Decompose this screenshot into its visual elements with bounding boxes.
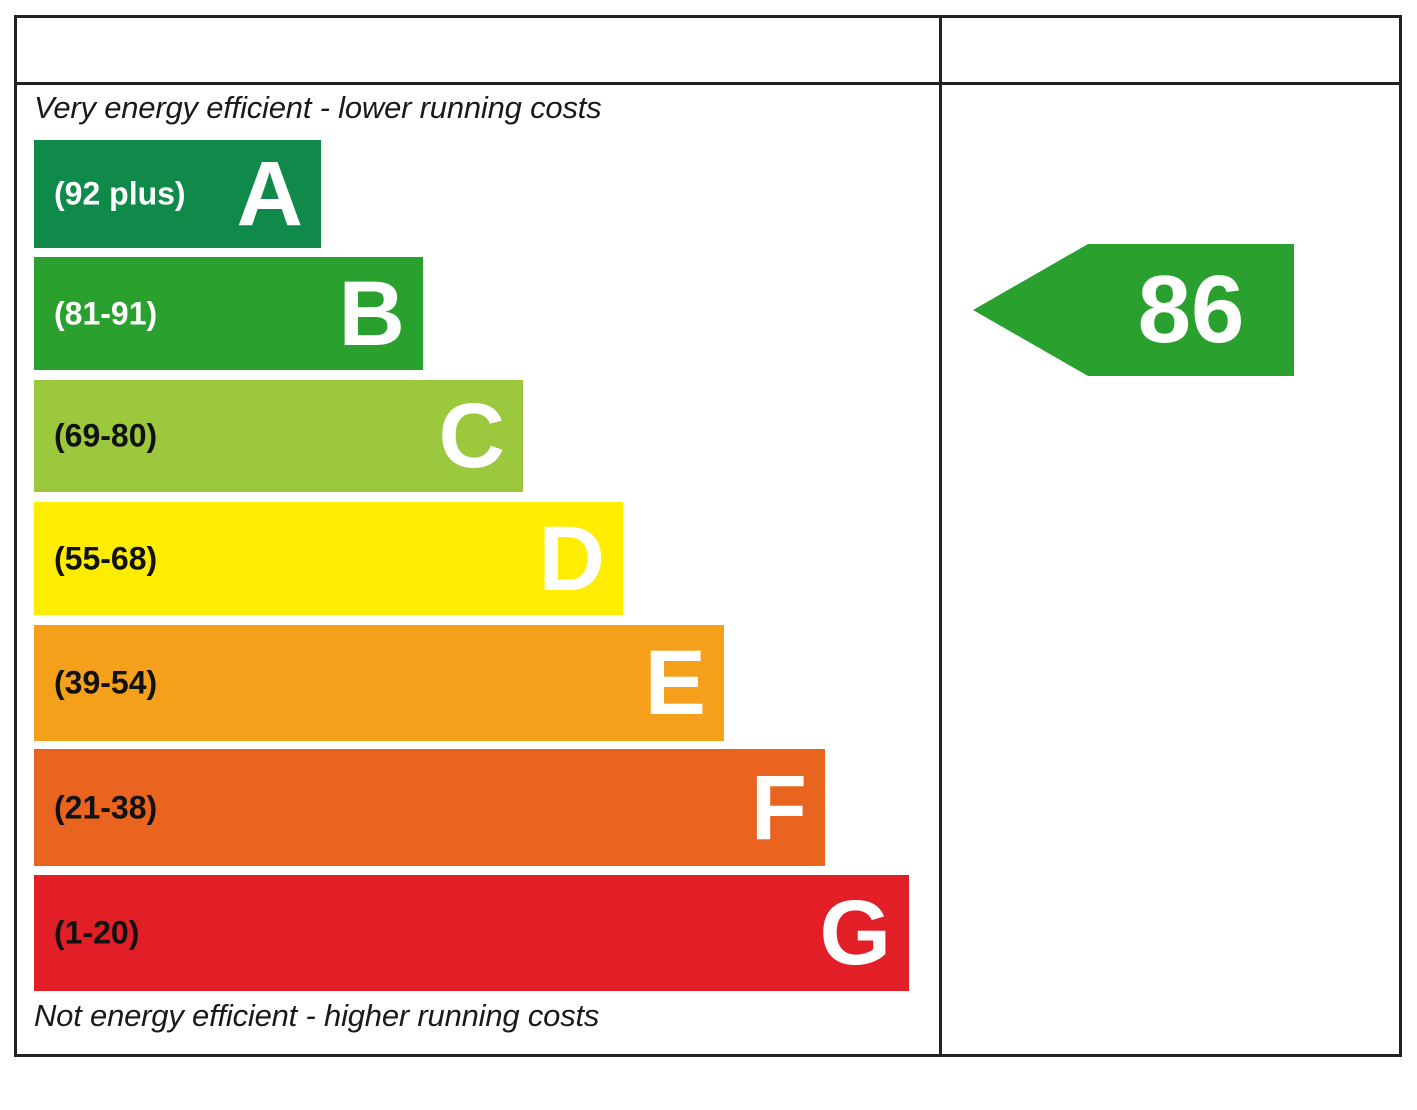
band-b-letter: B — [338, 262, 405, 365]
bottom-caption: Not energy efficient - higher running co… — [34, 998, 600, 1033]
header-divider — [14, 82, 1402, 85]
band-d: (55-68) D — [34, 502, 623, 615]
band-e-range: (39-54) — [54, 664, 158, 701]
band-e: (39-54) E — [34, 625, 724, 741]
band-d-letter: D — [538, 507, 605, 610]
column-divider — [939, 15, 942, 1057]
band-c: (69-80) C — [34, 380, 523, 492]
band-g-range: (1-20) — [54, 914, 140, 951]
band-a-letter: A — [236, 143, 303, 245]
band-b-range: (81-91) — [54, 295, 158, 331]
current-rating-arrow: 86 — [973, 244, 1294, 376]
band-b: (81-91) B — [34, 257, 423, 370]
top-caption: Very energy efficient - lower running co… — [34, 90, 602, 125]
band-e-letter: E — [644, 632, 706, 734]
band-c-range: (69-80) — [54, 417, 158, 454]
arrow-shape — [973, 244, 1294, 376]
band-f-letter: F — [750, 756, 807, 859]
band-a: (92 plus) A — [34, 140, 321, 248]
band-a-range: (92 plus) — [54, 175, 186, 212]
chart-frame — [14, 15, 1402, 1057]
band-g: (1-20) G — [34, 875, 909, 991]
band-g-letter: G — [819, 882, 891, 984]
band-f: (21-38) F — [34, 749, 825, 866]
current-rating-value: 86 — [1137, 256, 1245, 363]
band-c-letter: C — [438, 385, 505, 487]
band-f-range: (21-38) — [54, 789, 158, 825]
band-d-range: (55-68) — [54, 540, 158, 576]
